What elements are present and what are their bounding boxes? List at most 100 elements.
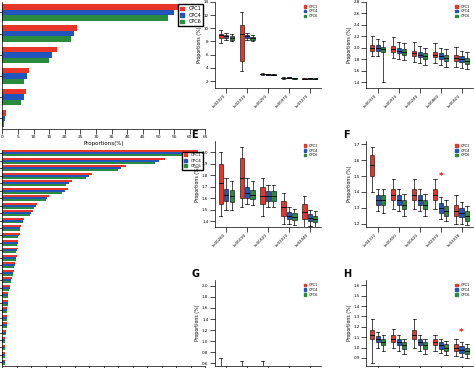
- Bar: [2, 259, 16, 261]
- Bar: [2, 197, 47, 199]
- Bar: [2, 227, 20, 229]
- Bar: [2, 237, 18, 238]
- Bar: [454, 55, 458, 61]
- Bar: [2, 212, 31, 214]
- Bar: [287, 77, 291, 78]
- Bar: [423, 342, 427, 348]
- Bar: [2, 356, 5, 358]
- Bar: [2, 205, 36, 206]
- Bar: [381, 339, 385, 346]
- Legend: CPC1, CPC4, CPC6: CPC1, CPC4, CPC6: [178, 4, 203, 26]
- Bar: [2, 322, 7, 324]
- Legend: CPC1, CPC4, CPC6: CPC1, CPC4, CPC6: [454, 282, 471, 298]
- Text: G: G: [191, 269, 199, 279]
- Bar: [2, 339, 5, 341]
- Bar: [2, 199, 46, 201]
- Bar: [2, 229, 20, 231]
- Bar: [2, 319, 7, 321]
- Bar: [2, 287, 9, 289]
- Bar: [2, 68, 29, 73]
- Bar: [2, 160, 159, 162]
- Bar: [2, 315, 7, 316]
- Bar: [2, 292, 8, 294]
- Bar: [292, 213, 297, 220]
- Bar: [376, 45, 380, 50]
- Bar: [2, 360, 5, 361]
- Bar: [2, 302, 8, 304]
- Bar: [454, 344, 458, 351]
- Bar: [2, 341, 5, 343]
- Bar: [266, 74, 270, 75]
- Bar: [2, 162, 155, 164]
- Bar: [412, 50, 416, 56]
- Bar: [438, 53, 443, 59]
- Bar: [2, 251, 16, 253]
- Bar: [2, 257, 16, 259]
- Bar: [239, 158, 244, 198]
- Bar: [2, 316, 7, 319]
- Bar: [272, 191, 275, 201]
- Text: *: *: [438, 172, 443, 181]
- Text: *: *: [459, 328, 464, 337]
- Bar: [266, 191, 270, 201]
- Bar: [224, 35, 228, 38]
- Bar: [397, 195, 401, 205]
- Bar: [239, 25, 244, 61]
- Bar: [2, 363, 5, 365]
- Bar: [433, 189, 437, 200]
- Bar: [459, 208, 464, 217]
- Bar: [465, 211, 469, 220]
- Bar: [2, 210, 33, 212]
- Bar: [2, 203, 37, 205]
- Bar: [454, 205, 458, 216]
- Bar: [2, 347, 5, 348]
- Y-axis label: Proportions (%): Proportions (%): [195, 166, 201, 202]
- Bar: [2, 225, 21, 227]
- Bar: [224, 189, 228, 201]
- Bar: [287, 212, 291, 219]
- Y-axis label: Proportions (%): Proportions (%): [197, 26, 202, 63]
- Bar: [2, 25, 77, 31]
- Bar: [376, 195, 380, 205]
- Bar: [2, 279, 11, 281]
- Bar: [308, 214, 312, 221]
- Legend: CPC1, CPC4, CPC6: CPC1, CPC4, CPC6: [303, 282, 319, 298]
- Bar: [219, 164, 223, 204]
- Bar: [2, 121, 4, 127]
- Bar: [2, 354, 5, 356]
- Bar: [2, 167, 121, 169]
- Bar: [313, 216, 318, 222]
- Bar: [245, 187, 249, 198]
- Bar: [2, 95, 24, 100]
- Bar: [2, 262, 16, 264]
- Bar: [2, 311, 7, 313]
- Bar: [2, 344, 5, 347]
- Legend: CPC1, CPC4, CPC6: CPC1, CPC4, CPC6: [182, 152, 203, 170]
- Bar: [423, 53, 427, 59]
- Bar: [2, 4, 187, 10]
- Bar: [2, 180, 72, 182]
- X-axis label: Proportions(%): Proportions(%): [83, 141, 124, 146]
- Legend: CPC1, CPC4, CPC6: CPC1, CPC4, CPC6: [454, 143, 471, 159]
- Bar: [391, 335, 395, 342]
- Bar: [2, 31, 74, 36]
- Bar: [2, 307, 7, 309]
- Bar: [2, 116, 5, 121]
- Bar: [2, 206, 34, 209]
- Bar: [2, 348, 5, 350]
- Bar: [402, 200, 406, 209]
- Bar: [2, 79, 24, 84]
- Bar: [2, 110, 6, 116]
- Bar: [2, 296, 8, 298]
- Bar: [2, 169, 118, 171]
- Bar: [391, 46, 395, 52]
- Bar: [418, 339, 422, 346]
- Bar: [459, 56, 464, 62]
- Bar: [2, 15, 168, 21]
- Bar: [2, 52, 52, 57]
- Text: H: H: [343, 269, 351, 279]
- Bar: [250, 37, 255, 40]
- Legend: CPC1, CPC4, CPC6: CPC1, CPC4, CPC6: [303, 143, 319, 159]
- Bar: [2, 175, 90, 177]
- Bar: [2, 242, 18, 244]
